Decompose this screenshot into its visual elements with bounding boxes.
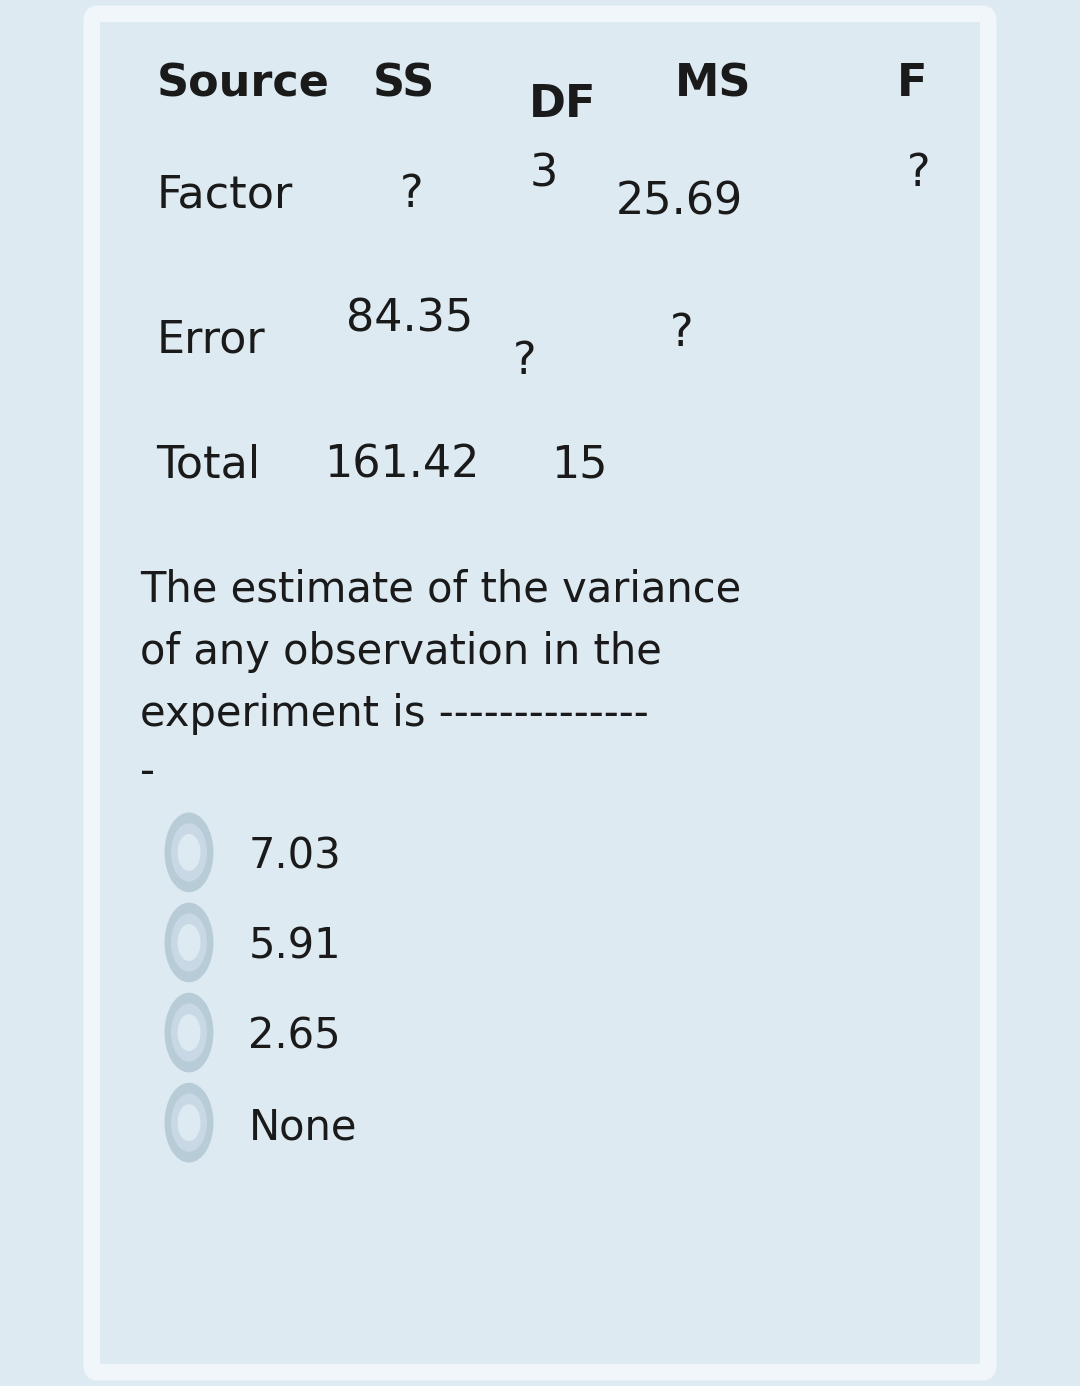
Ellipse shape — [172, 823, 206, 881]
Ellipse shape — [178, 1015, 200, 1051]
Ellipse shape — [172, 913, 206, 972]
Text: SS: SS — [373, 62, 435, 105]
Text: Source: Source — [157, 62, 329, 105]
Text: 5.91: 5.91 — [248, 926, 341, 967]
Text: 161.42: 161.42 — [324, 444, 480, 486]
Ellipse shape — [165, 904, 213, 981]
Text: Error: Error — [157, 319, 266, 362]
Ellipse shape — [178, 1105, 200, 1141]
Text: ?: ? — [670, 312, 693, 355]
FancyBboxPatch shape — [92, 14, 988, 1372]
Text: Total: Total — [157, 444, 260, 486]
Ellipse shape — [172, 1094, 206, 1152]
Ellipse shape — [165, 1084, 213, 1161]
Text: ?: ? — [513, 340, 537, 383]
Text: DF: DF — [529, 83, 596, 126]
Text: 7.03: 7.03 — [248, 836, 341, 877]
Text: 84.35: 84.35 — [346, 298, 473, 341]
Ellipse shape — [172, 1003, 206, 1062]
Ellipse shape — [178, 834, 200, 870]
Text: The estimate of the variance: The estimate of the variance — [140, 568, 742, 610]
Text: 3: 3 — [529, 152, 557, 195]
Ellipse shape — [178, 924, 200, 960]
Text: 15: 15 — [551, 444, 607, 486]
Text: MS: MS — [675, 62, 752, 105]
Text: Factor: Factor — [157, 173, 293, 216]
Text: -: - — [140, 751, 156, 793]
Text: F: F — [896, 62, 927, 105]
Text: experiment is --------------: experiment is -------------- — [140, 693, 649, 735]
Text: ?: ? — [907, 152, 931, 195]
Ellipse shape — [165, 994, 213, 1071]
Text: None: None — [248, 1106, 356, 1148]
Text: 2.65: 2.65 — [248, 1016, 341, 1058]
Text: ?: ? — [400, 173, 423, 216]
Text: of any observation in the: of any observation in the — [140, 631, 662, 672]
Text: 25.69: 25.69 — [616, 180, 743, 223]
Ellipse shape — [165, 814, 213, 891]
